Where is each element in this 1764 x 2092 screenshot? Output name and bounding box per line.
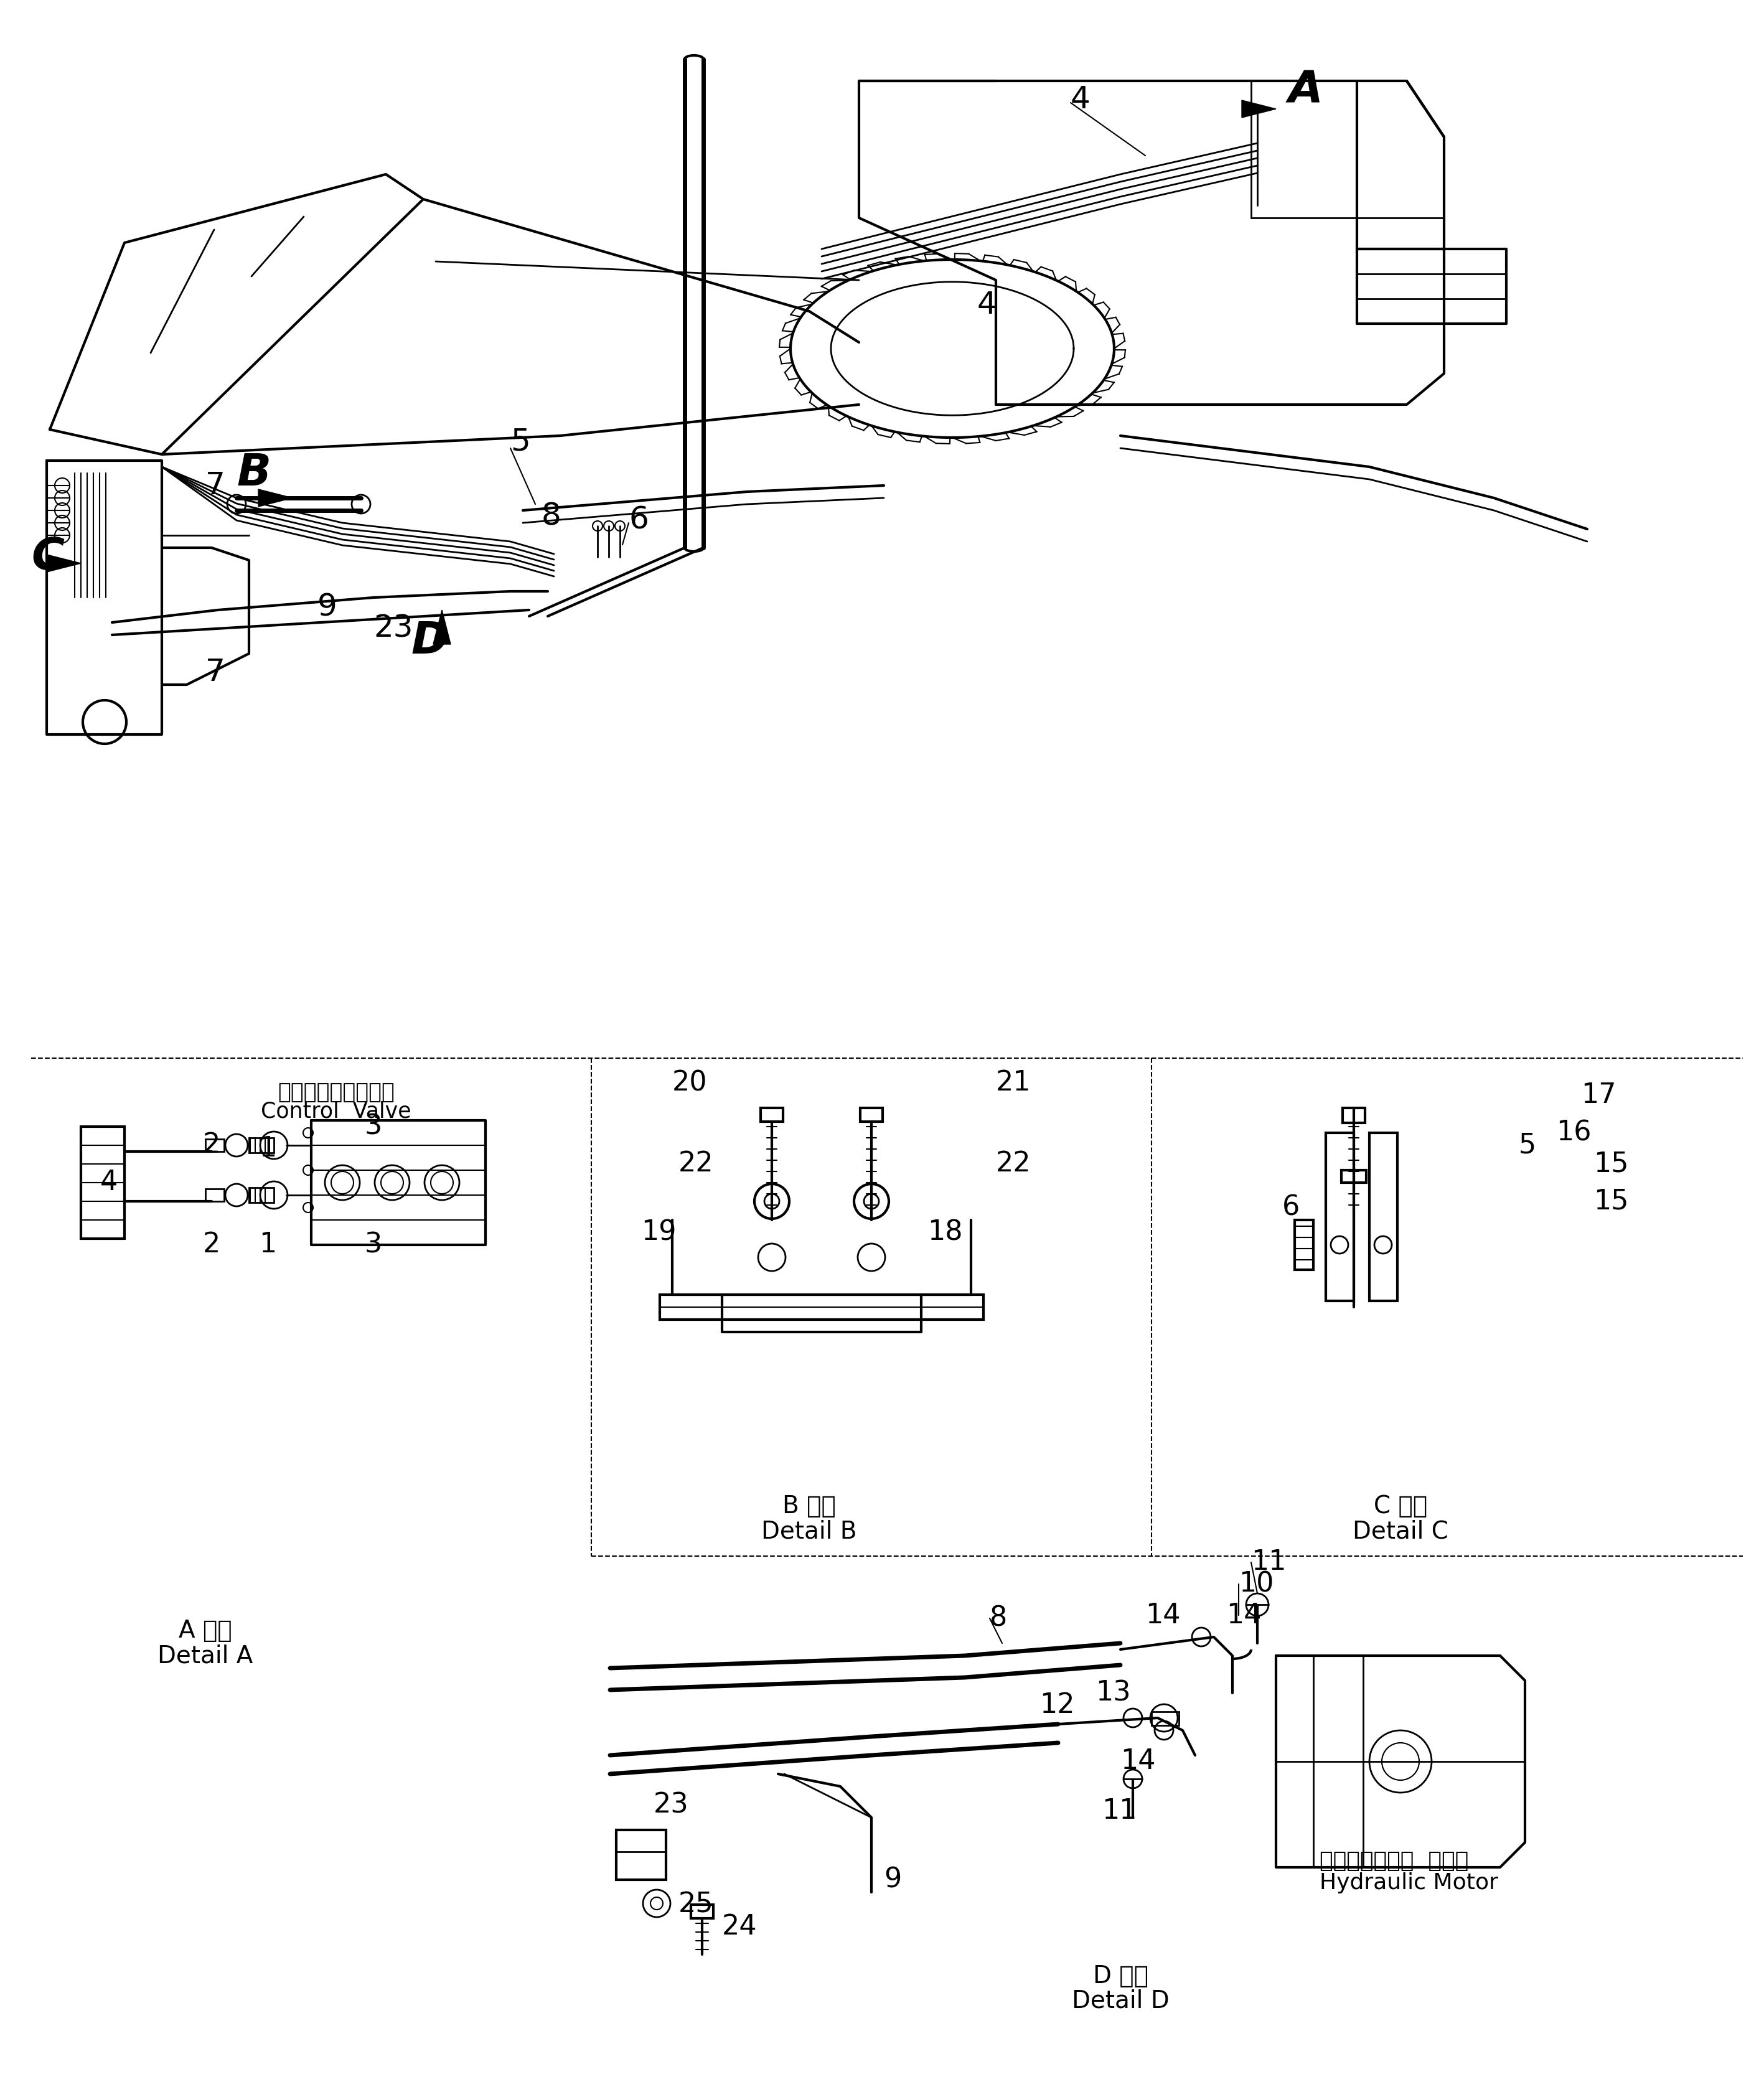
Text: 24: 24 <box>721 1912 757 1939</box>
Bar <box>861 1109 882 1121</box>
Text: 16: 16 <box>1556 1119 1591 1146</box>
Text: B: B <box>236 452 272 494</box>
Text: 3: 3 <box>365 1232 383 1257</box>
Text: A: A <box>1288 69 1323 111</box>
Text: 19: 19 <box>640 1220 676 1247</box>
Text: 12: 12 <box>1039 1692 1074 1720</box>
Polygon shape <box>46 554 81 571</box>
Text: 15: 15 <box>1593 1151 1628 1178</box>
Bar <box>660 1295 984 1320</box>
Text: 25: 25 <box>679 1891 714 1918</box>
Text: 11: 11 <box>1251 1548 1286 1575</box>
Text: 2: 2 <box>203 1132 220 1159</box>
Text: 21: 21 <box>997 1069 1032 1096</box>
Text: 5: 5 <box>1519 1132 1536 1159</box>
Text: 23: 23 <box>654 1791 690 1818</box>
Text: 9: 9 <box>884 1866 901 1893</box>
Bar <box>205 1138 224 1151</box>
Text: C: C <box>32 536 64 579</box>
Text: Detail C: Detail C <box>1353 1519 1448 1544</box>
Text: 1: 1 <box>259 1232 277 1257</box>
Text: Control  Valve: Control Valve <box>261 1100 411 1121</box>
Text: Detail D: Detail D <box>1073 1989 1170 2013</box>
Text: B 詳細: B 詳細 <box>783 1494 836 1519</box>
Text: 8: 8 <box>990 1605 1007 1632</box>
Text: 11: 11 <box>1102 1797 1136 1824</box>
Text: 4: 4 <box>977 291 997 320</box>
Bar <box>205 1188 224 1201</box>
Text: 9: 9 <box>318 592 337 621</box>
Text: Hydraulic Motor: Hydraulic Motor <box>1319 1872 1498 1893</box>
Text: 5: 5 <box>510 427 531 456</box>
Text: 17: 17 <box>1581 1082 1616 1109</box>
Text: 7: 7 <box>205 657 226 686</box>
Text: 3: 3 <box>365 1113 383 1140</box>
Text: 8: 8 <box>542 502 561 531</box>
Text: ハイドロリック  モータ: ハイドロリック モータ <box>1319 1851 1468 1872</box>
Text: 22: 22 <box>679 1151 714 1178</box>
Bar <box>249 1138 273 1153</box>
Text: 4: 4 <box>1071 84 1090 115</box>
Text: A 詳細: A 詳細 <box>178 1619 233 1642</box>
Text: 20: 20 <box>672 1069 707 1096</box>
Text: 2: 2 <box>203 1232 220 1257</box>
Bar <box>81 1128 125 1238</box>
Bar <box>1342 1109 1365 1123</box>
Bar <box>616 1830 667 1881</box>
Text: 6: 6 <box>1282 1195 1300 1222</box>
Bar <box>1369 1134 1397 1301</box>
Bar <box>1152 1711 1178 1726</box>
Bar <box>1327 1134 1353 1301</box>
Bar <box>760 1109 783 1121</box>
Text: D 詳細: D 詳細 <box>1092 1964 1148 1987</box>
Text: 1: 1 <box>259 1136 277 1161</box>
Text: 10: 10 <box>1238 1571 1274 1598</box>
Polygon shape <box>434 611 450 644</box>
Text: 14: 14 <box>1120 1749 1155 1774</box>
Text: Detail B: Detail B <box>762 1519 857 1544</box>
Bar <box>1295 1220 1314 1270</box>
Text: 23: 23 <box>374 613 413 644</box>
Text: 18: 18 <box>928 1220 963 1247</box>
Text: 6: 6 <box>628 504 649 536</box>
Text: 22: 22 <box>997 1151 1032 1178</box>
Text: 4: 4 <box>101 1169 118 1197</box>
Bar <box>691 1904 713 1918</box>
Bar <box>1341 1169 1367 1182</box>
Text: 15: 15 <box>1593 1188 1628 1215</box>
Bar <box>249 1188 273 1203</box>
Text: 14: 14 <box>1145 1602 1180 1628</box>
Text: 13: 13 <box>1095 1680 1131 1707</box>
Text: Detail A: Detail A <box>157 1644 254 1667</box>
Text: 14: 14 <box>1226 1602 1261 1628</box>
Text: 7: 7 <box>205 471 226 500</box>
Text: D: D <box>411 619 448 663</box>
Polygon shape <box>258 490 293 506</box>
Text: コントロールバルブ: コントロールバルブ <box>277 1082 395 1102</box>
Text: C 詳細: C 詳細 <box>1374 1494 1427 1519</box>
Polygon shape <box>1242 100 1275 117</box>
